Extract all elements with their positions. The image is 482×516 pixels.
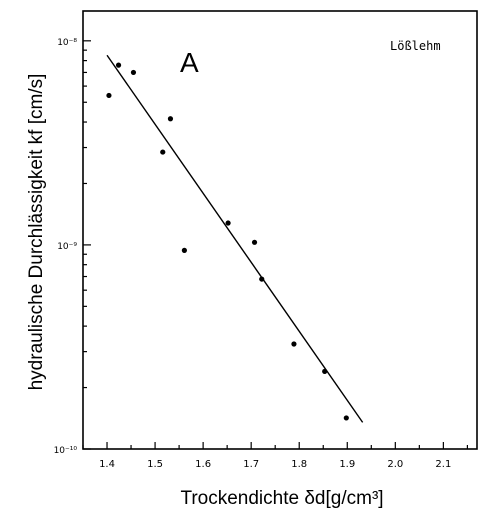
data-point bbox=[251, 239, 258, 245]
x-tick-label: 1.5 bbox=[147, 459, 163, 470]
x-axis-ticks: 1.4 1.5 1.6 1.7 1.8 1.9 2.0 2.1 bbox=[82, 442, 468, 470]
panel-label: A bbox=[180, 47, 199, 78]
data-point bbox=[115, 62, 122, 68]
data-point bbox=[291, 341, 297, 347]
y-tick-label: 10⁻¹⁰ bbox=[54, 446, 78, 456]
x-tick-label: 1.7 bbox=[243, 459, 259, 470]
data-points bbox=[106, 62, 349, 421]
y-axis-title: hydraulische Durchlässigkeit kf [cm/s] bbox=[26, 74, 47, 391]
x-tick-label: 1.9 bbox=[339, 459, 355, 470]
x-tick-label: 1.8 bbox=[291, 459, 307, 470]
x-tick-label: 2.0 bbox=[387, 459, 403, 470]
data-point bbox=[225, 220, 231, 226]
plot-frame bbox=[82, 10, 478, 450]
data-point bbox=[259, 276, 265, 282]
x-tick-label: 2.1 bbox=[435, 459, 451, 470]
data-point bbox=[343, 415, 349, 421]
y-tick-label: 10⁻⁸ bbox=[57, 38, 77, 48]
data-point bbox=[130, 69, 137, 76]
x-tick-label: 1.4 bbox=[99, 459, 115, 470]
y-axis-ticks: 10⁻⁸ 10⁻⁹ 10⁻¹⁰ bbox=[54, 38, 91, 456]
data-point bbox=[322, 368, 328, 375]
data-point bbox=[167, 116, 174, 122]
regression-line bbox=[106, 54, 364, 423]
data-point bbox=[181, 247, 187, 253]
data-point bbox=[106, 92, 112, 99]
y-tick-label: 10⁻⁹ bbox=[57, 242, 77, 252]
x-tick-label: 1.6 bbox=[195, 459, 211, 470]
x-axis-title: Trockendichte δd[g/cm³] bbox=[180, 488, 383, 509]
data-point bbox=[160, 149, 166, 155]
annotation-label: Lößlehm bbox=[390, 39, 441, 53]
